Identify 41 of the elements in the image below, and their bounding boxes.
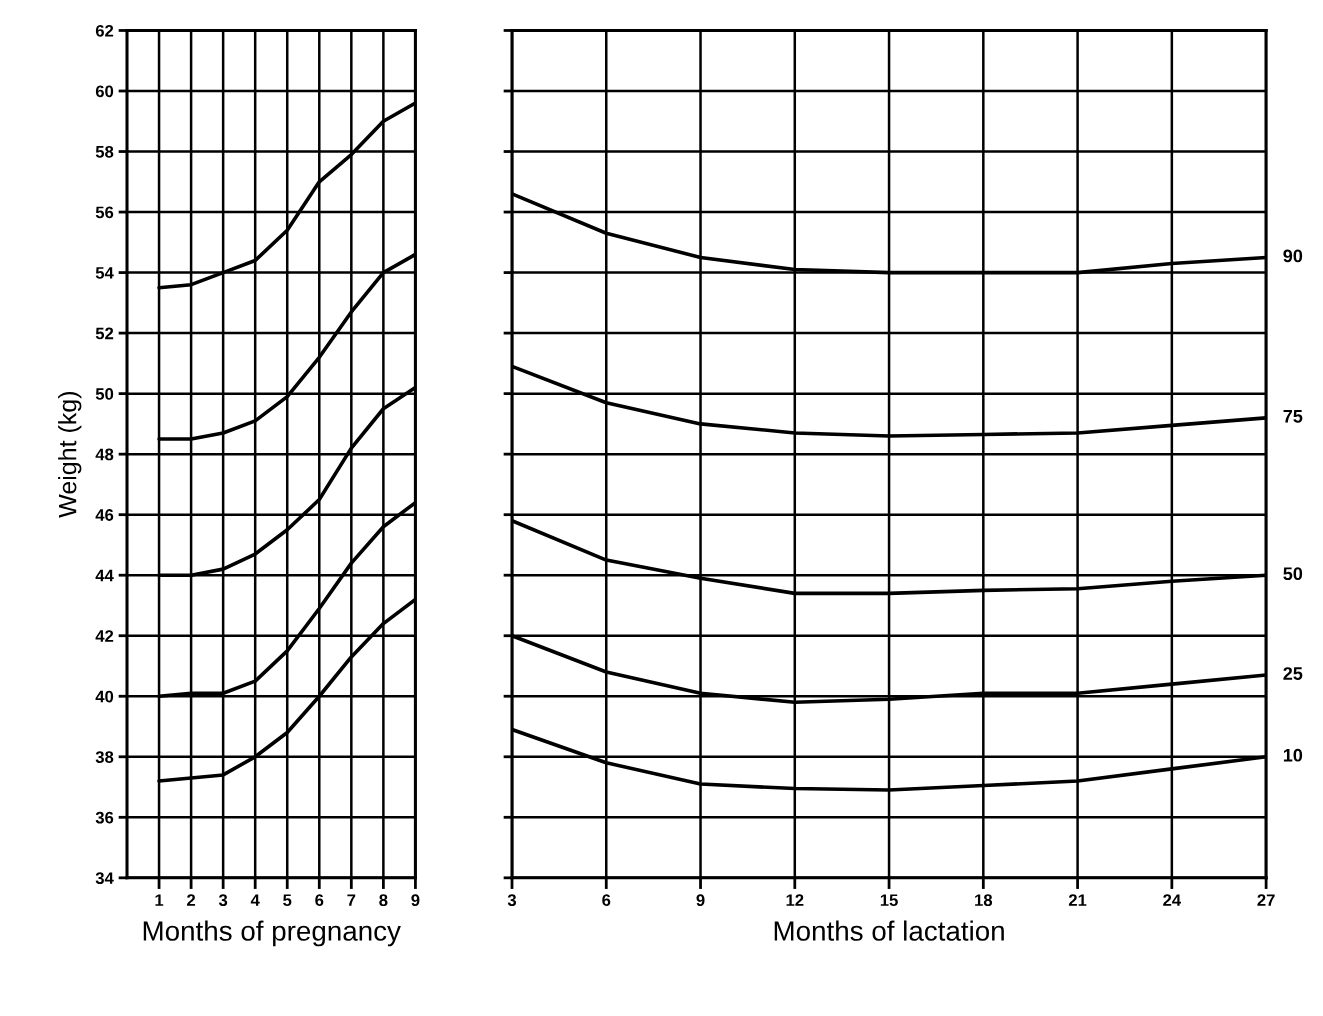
series-label: 50	[1283, 567, 1303, 581]
x-tick-label: 18	[975, 894, 993, 907]
x-tick-label: 3	[507, 894, 517, 907]
series-label: 75	[1283, 410, 1303, 423]
x-tick-label: 4	[250, 894, 260, 906]
y-tick-label: 48	[95, 448, 114, 461]
x-tick-label: 8	[379, 894, 388, 907]
series-label: 90	[1283, 249, 1303, 263]
y-tick-label: 34	[95, 872, 114, 885]
y-tick-label: 62	[95, 24, 114, 37]
x-tick-label: 6	[315, 894, 324, 907]
x-tick-label: 6	[602, 894, 611, 907]
x-tick-label: 3	[218, 894, 228, 907]
x-tick-label: 9	[696, 894, 705, 907]
y-tick-label: 38	[95, 751, 114, 763]
x-tick-label: 2	[187, 894, 196, 906]
x-tick-label: 1	[155, 894, 164, 906]
x-tick-label: 24	[1163, 894, 1182, 906]
y-tick-label: 50	[95, 388, 114, 400]
x-tick-label: 27	[1257, 894, 1275, 906]
y-tick-label: 46	[95, 509, 114, 521]
x-tick-label: 15	[880, 894, 898, 907]
y-tick-label: 52	[95, 327, 114, 340]
x-tick-label: 21	[1068, 894, 1087, 906]
x-tick-label: 5	[283, 894, 292, 907]
y-axis-title: Weight (kg)	[58, 392, 82, 518]
series-label: 25	[1283, 667, 1303, 680]
x-axis-title: Months of pregnancy	[143, 920, 401, 947]
y-tick-label: 44	[95, 569, 114, 582]
y-tick-label: 42	[95, 630, 114, 642]
y-tick-label: 40	[95, 690, 114, 703]
x-tick-label: 9	[411, 894, 420, 907]
series-label: 10	[1283, 748, 1303, 762]
x-tick-label: 12	[786, 894, 804, 906]
y-tick-label: 56	[95, 206, 114, 219]
y-tick-label: 60	[95, 85, 114, 98]
y-tick-label: 36	[95, 811, 114, 824]
y-tick-label: 58	[95, 145, 114, 158]
y-tick-label: 54	[95, 267, 114, 279]
x-axis-title: Months of lactation	[774, 920, 1004, 941]
x-tick-label: 7	[347, 894, 356, 906]
